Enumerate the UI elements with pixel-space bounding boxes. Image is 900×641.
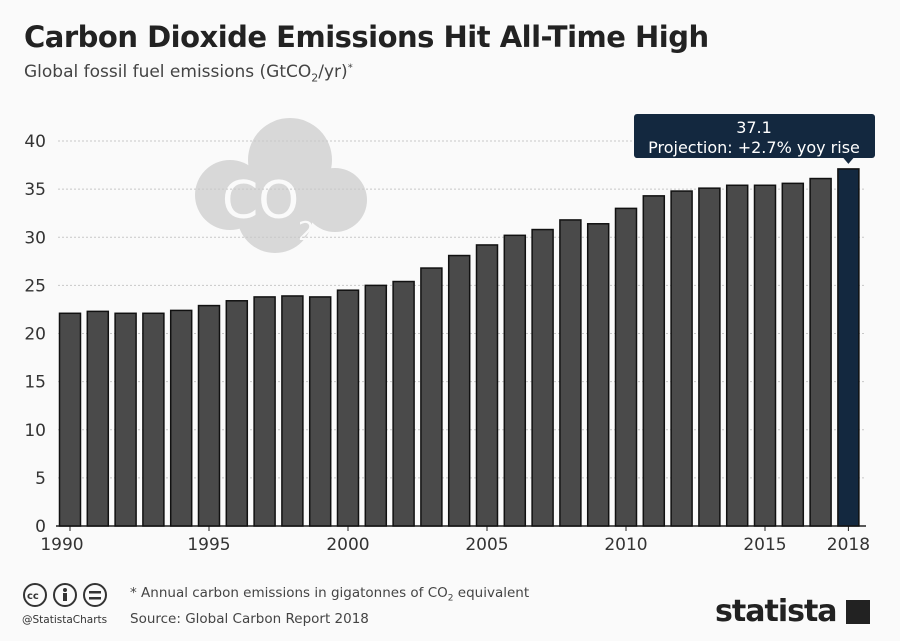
bar-1999 (308, 296, 332, 527)
bar-1998 (281, 295, 304, 527)
y-tick-label: 30 (24, 228, 46, 248)
y-tick-label: 35 (24, 180, 46, 200)
y-tick-label: 0 (35, 517, 46, 537)
x-tick-label: 2010 (604, 535, 647, 555)
footnote-sub: 2 (447, 593, 454, 604)
svg-text:cc: cc (27, 591, 39, 602)
subtitle-unit: /yr) (318, 62, 348, 82)
bar-2007 (531, 228, 554, 527)
footnote-end: equivalent (453, 585, 530, 601)
bar-2014 (725, 184, 749, 527)
y-tick-label: 10 (24, 421, 46, 441)
annotation-pointer (843, 158, 854, 164)
bar-1997 (253, 296, 276, 527)
bar-1996 (225, 300, 249, 527)
attribution-icon (53, 583, 77, 607)
co2-cloud-icon: CO2 (195, 118, 367, 253)
bar-2012 (670, 190, 693, 527)
subtitle-text: Global fossil fuel emissions (GtCO (24, 62, 312, 82)
statista-mark-icon (846, 600, 870, 624)
statista-logo: statista (715, 594, 870, 629)
bar-2009 (586, 223, 610, 527)
chart-subtitle: Global fossil fuel emissions (GtCO2/yr)* (24, 62, 353, 84)
subtitle-asterisk: * (347, 62, 353, 74)
x-tick-label: 1990 (40, 535, 83, 555)
bar-2013 (698, 187, 721, 527)
y-tick-label: 5 (35, 469, 46, 489)
annotation-value: 37.1 (736, 118, 772, 137)
bar-1990 (58, 312, 82, 527)
brand-text: statista (715, 594, 838, 629)
no-derivatives-icon (83, 583, 107, 607)
bar-2003 (420, 267, 443, 527)
chart-title: Carbon Dioxide Emissions Hit All-Time Hi… (24, 20, 709, 54)
bar-2011 (642, 195, 666, 527)
bar-1992 (114, 312, 137, 527)
bar-2002 (392, 280, 415, 527)
bar-1995 (197, 304, 221, 527)
y-tick-label: 40 (24, 132, 46, 152)
x-tick-label: 2000 (326, 535, 369, 555)
y-tick-label: 25 (24, 276, 46, 296)
footnote-text: * Annual carbon emissions in gigatonnes … (130, 585, 448, 601)
bar-2017 (809, 177, 832, 527)
annotation-text: Projection: +2.7% yoy rise (648, 138, 860, 157)
bar-2004 (447, 254, 471, 527)
y-tick-label: 20 (24, 325, 46, 345)
cc-icon: cc (23, 583, 47, 607)
x-tick-label: 2018 (827, 535, 870, 555)
bar-2018 (837, 168, 860, 527)
bar-2000 (336, 289, 360, 527)
x-tick-label: 2015 (743, 535, 786, 555)
x-tick-label: 2005 (465, 535, 508, 555)
annotation-box (634, 114, 875, 158)
bar-2005 (475, 244, 499, 527)
bar-2016 (781, 182, 805, 527)
source: Source: Global Carbon Report 2018 (130, 611, 369, 627)
bar-2006 (503, 234, 527, 527)
svg-text:2: 2 (298, 217, 315, 247)
bar-1993 (142, 312, 165, 527)
bar-2001 (364, 284, 388, 527)
twitter-handle: @StatistaCharts (22, 614, 108, 626)
bar-1991 (86, 310, 110, 527)
y-tick-label: 15 (24, 373, 46, 393)
bar-2008 (559, 219, 582, 527)
subtitle-sub: 2 (311, 71, 319, 85)
x-tick-label: 1995 (187, 535, 230, 555)
footnote: * Annual carbon emissions in gigatonnes … (130, 585, 529, 604)
bar-2010 (614, 207, 638, 527)
svg-text:CO: CO (222, 171, 299, 231)
bar-2015 (753, 184, 777, 527)
bar-1994 (169, 309, 193, 527)
license-icons: cc (23, 583, 107, 607)
